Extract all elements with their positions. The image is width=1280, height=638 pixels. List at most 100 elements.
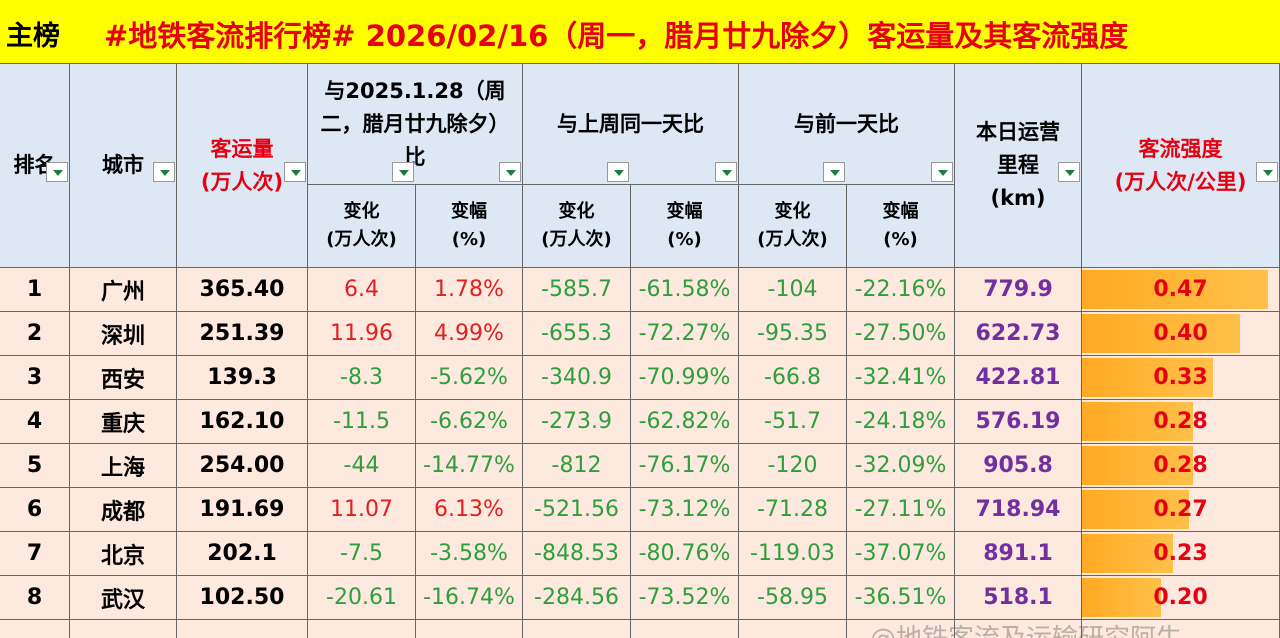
cell-text: -32.09%	[854, 453, 947, 478]
table-cell: -7.5	[308, 532, 416, 576]
cell-text: -848.53	[534, 541, 619, 566]
cell-text: -273.9	[541, 409, 612, 434]
cell-text: 0.23	[1153, 541, 1208, 566]
table-cell: 891.1	[955, 532, 1082, 576]
table-cell: 254.00	[177, 444, 308, 488]
header-text: (%)	[667, 229, 702, 250]
header-text: (km)	[990, 186, 1046, 210]
cell-text: 905.8	[983, 453, 1053, 478]
title-bar: 主榜 #地铁客流排行榜# 2026/02/16（周一，腊月廿九除夕）客运量及其客…	[0, 0, 1280, 64]
table-cell: -70.99%	[631, 356, 739, 400]
cell-text: 718.94	[975, 497, 1061, 522]
table-cell: 5	[0, 444, 70, 488]
cell-text: -32.41%	[854, 365, 947, 390]
cell-text: -76.17%	[638, 453, 731, 478]
empty-cell	[631, 620, 739, 638]
table-cell: 0.40	[1082, 312, 1280, 356]
table-cell: 162.10	[177, 400, 308, 444]
filter-button[interactable]	[1256, 162, 1278, 182]
table-cell: 0.20	[1082, 576, 1280, 620]
header-text: 里程	[997, 153, 1039, 177]
cell-text: -51.7	[764, 409, 821, 434]
cell-text: 365.40	[199, 277, 285, 302]
cell-text: 254.00	[199, 453, 285, 478]
cell-text: 7	[26, 541, 43, 566]
cell-text: 576.19	[975, 409, 1061, 434]
cell-text: -44	[343, 453, 380, 478]
cell-text: -58.95	[757, 585, 828, 610]
filter-button[interactable]	[499, 162, 521, 182]
cell-text: 0.27	[1153, 497, 1208, 522]
cell-text: -36.51%	[854, 585, 947, 610]
cell-text: 779.9	[983, 277, 1053, 302]
table-cell: 武汉	[70, 576, 177, 620]
cell-text: 北京	[100, 543, 145, 569]
filter-button[interactable]	[607, 162, 629, 182]
table-cell: 365.40	[177, 268, 308, 312]
filter-button[interactable]	[284, 162, 306, 182]
empty-cell	[1082, 620, 1280, 638]
cell-text: 202.1	[207, 541, 277, 566]
empty-cell	[416, 620, 523, 638]
table-cell: -73.52%	[631, 576, 739, 620]
cell-text: 518.1	[983, 585, 1053, 610]
filter-button[interactable]	[153, 162, 175, 182]
header-text: 变化	[558, 201, 595, 222]
cell-text: -585.7	[541, 277, 612, 302]
table-cell: 779.9	[955, 268, 1082, 312]
header-text: 变幅	[882, 201, 919, 222]
cell-text: 5	[26, 453, 43, 478]
data-bar	[1082, 534, 1174, 573]
data-bar	[1082, 490, 1189, 529]
table-cell: 4	[0, 400, 70, 444]
table-cell: -3.58%	[416, 532, 523, 576]
cell-text: -24.18%	[854, 409, 947, 434]
cell-text: -80.76%	[638, 541, 731, 566]
table-cell: -655.3	[523, 312, 631, 356]
table-cell: -848.53	[523, 532, 631, 576]
sub-header-cell: 变化 (万人次)	[739, 185, 847, 268]
data-bar	[1082, 578, 1162, 617]
table-cell: -32.41%	[847, 356, 955, 400]
table-cell: 6	[0, 488, 70, 532]
data-bar	[1082, 358, 1213, 397]
cell-text: 3	[26, 365, 43, 390]
empty-cell	[70, 620, 177, 638]
cell-text: -812	[551, 453, 602, 478]
cell-text: 102.50	[199, 585, 285, 610]
cell-text: -7.5	[340, 541, 383, 566]
table-cell: 上海	[70, 444, 177, 488]
filter-button[interactable]	[715, 162, 737, 182]
filter-button[interactable]	[931, 162, 953, 182]
filter-button[interactable]	[823, 162, 845, 182]
cell-text: -73.52%	[638, 585, 731, 610]
sub-header-cell: 变幅 (%)	[631, 185, 739, 268]
table-cell: 0.28	[1082, 444, 1280, 488]
sub-header-cell: 变幅 (%)	[847, 185, 955, 268]
filter-button[interactable]	[1058, 162, 1080, 182]
header-text: (万人次)	[200, 169, 284, 194]
cell-text: -284.56	[534, 585, 619, 610]
table-cell: 518.1	[955, 576, 1082, 620]
filter-button[interactable]	[46, 162, 68, 182]
cell-text: -27.50%	[854, 321, 947, 346]
filter-button[interactable]	[392, 162, 414, 182]
header-cell: 与2025.1.28（周二，腊月廿九除夕）比	[308, 64, 523, 185]
table-cell: 6.4	[308, 268, 416, 312]
table-cell: 102.50	[177, 576, 308, 620]
table-cell: -521.56	[523, 488, 631, 532]
cell-text: 622.73	[975, 321, 1061, 346]
table-cell: 0.23	[1082, 532, 1280, 576]
header-text: (万人次)	[326, 229, 397, 250]
header-cell: 与前一天比	[739, 64, 955, 185]
cell-text: 6	[26, 497, 43, 522]
header-text: 变化	[343, 201, 380, 222]
table-cell: 1	[0, 268, 70, 312]
cell-text: 162.10	[199, 409, 285, 434]
table-cell: -14.77%	[416, 444, 523, 488]
cell-text: -119.03	[750, 541, 835, 566]
cell-text: -61.58%	[638, 277, 731, 302]
cell-text: -3.58%	[430, 541, 508, 566]
header-text: (万人次/公里)	[1114, 169, 1247, 194]
table-cell: 11.07	[308, 488, 416, 532]
